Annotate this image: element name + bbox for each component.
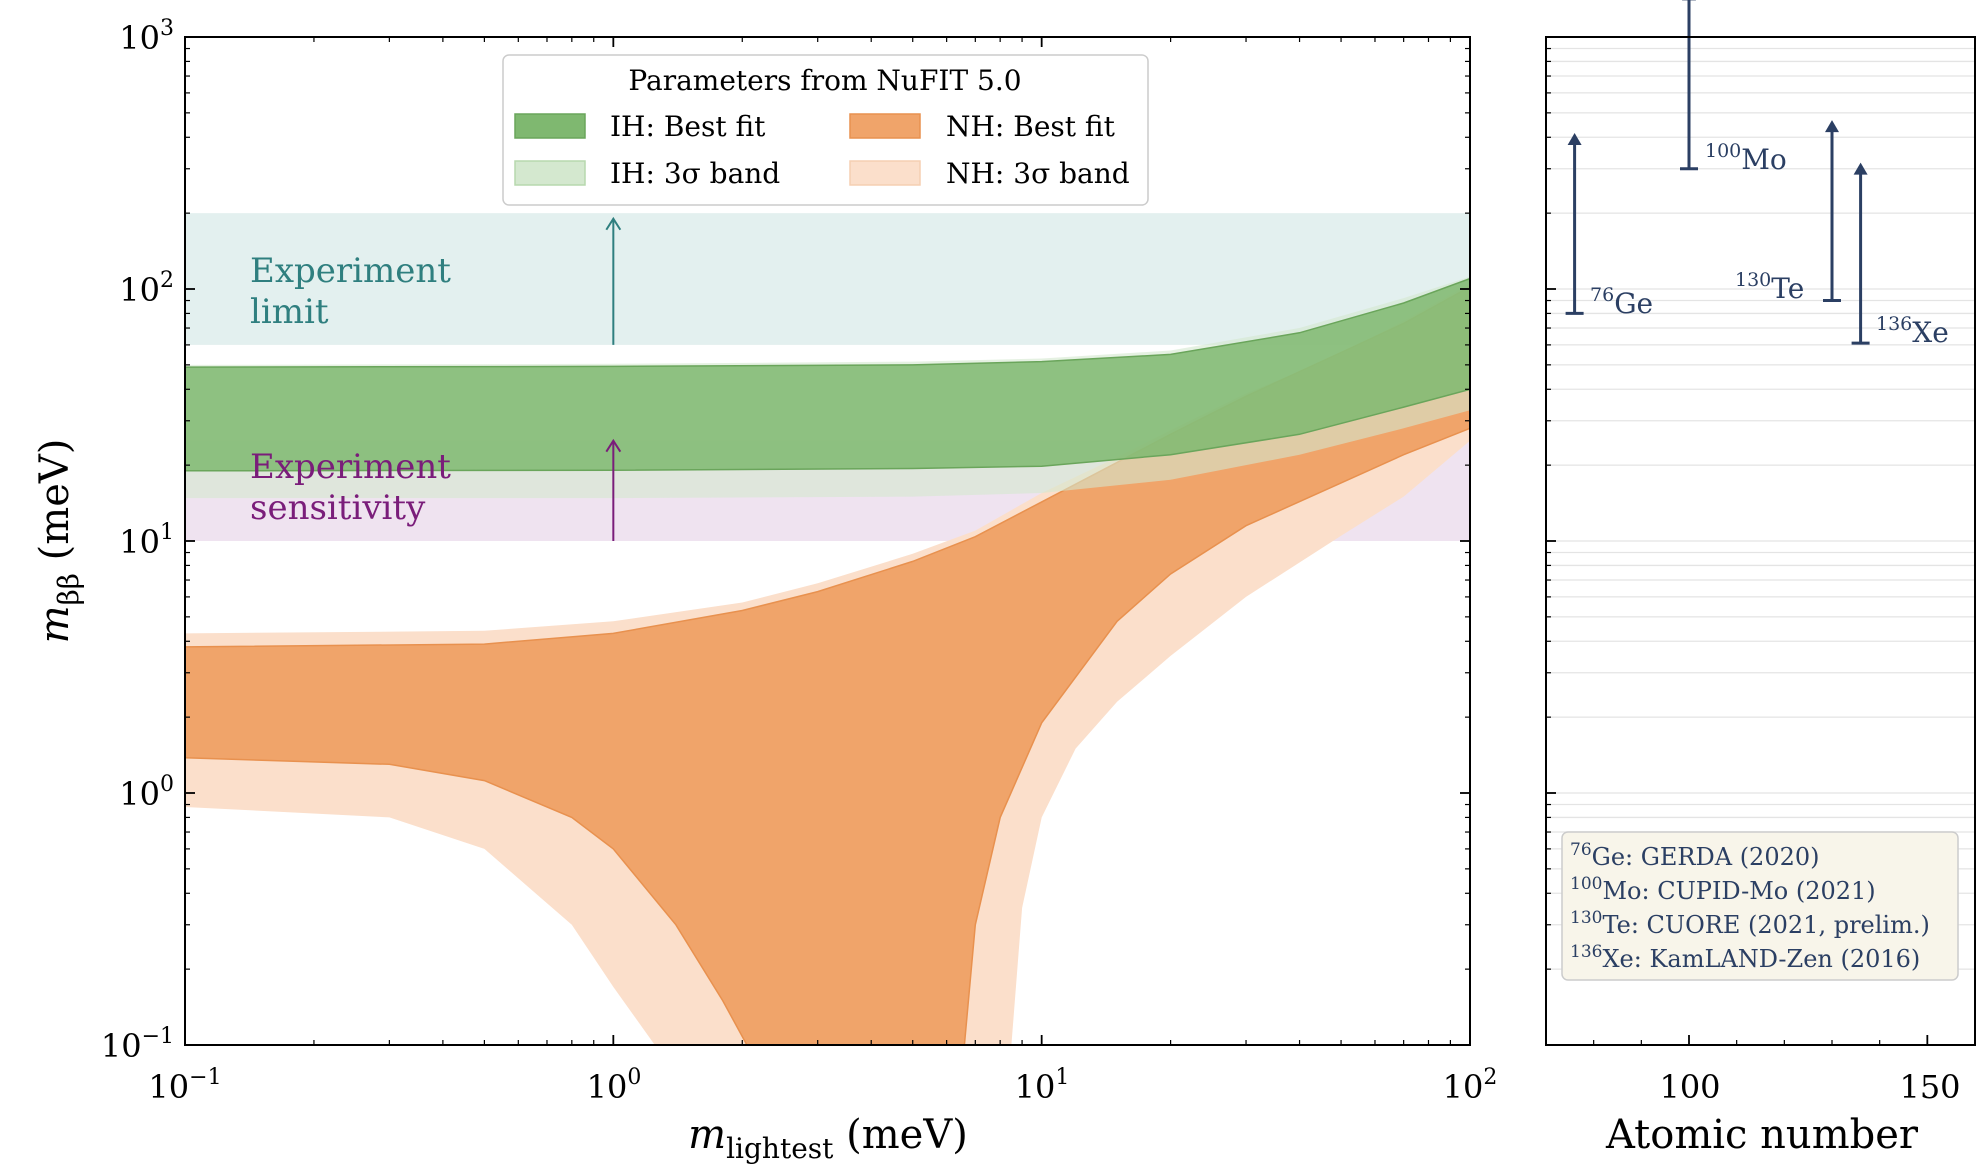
y-axis-title: mββ (meV) <box>32 439 85 644</box>
experiment-limit-arrowhead <box>605 216 622 231</box>
y-tick-label: 103 <box>119 16 174 57</box>
legend-swatch-nh-best <box>849 113 921 139</box>
isotope-label-ge: 76Ge <box>1590 284 1653 320</box>
isotope-limit-arrowhead <box>1853 162 1868 175</box>
experiment-limit-label-line2: limit <box>250 292 329 332</box>
legend-label-ih-best: IH: Best fit <box>610 110 766 143</box>
y-tick-label: 10−1 <box>101 1024 174 1065</box>
ih-best-fit-area <box>185 277 1470 472</box>
x-tick-label: 100 <box>587 1065 642 1106</box>
isotope-limit-arrowhead <box>1825 120 1839 133</box>
x-tick-label-right: 150 <box>1899 1068 1960 1106</box>
experiment-limit-band <box>185 213 1470 345</box>
x-axis-title-right: Atomic number <box>1605 1112 1919 1158</box>
legend-swatch-nh-band <box>849 160 921 186</box>
experiment-sensitivity-label-line1: Experiment <box>250 447 451 487</box>
left-panel: Experiment limit Experiment sensitivity … <box>32 16 1497 1165</box>
legend-title: Parameters from NuFIT 5.0 <box>628 64 1021 97</box>
experiment-limit-label-line1: Experiment <box>250 251 451 291</box>
experiments-legend-frame <box>1561 831 1959 981</box>
legend-entry-ge: 76Ge: GERDA (2020) <box>1570 840 1820 871</box>
legend-entry-te: 130Te: CUORE (2021, prelim.) <box>1570 908 1930 939</box>
legend-swatch-ih-band <box>514 160 586 186</box>
legend-label-ih-band: IH: 3σ band <box>610 157 780 190</box>
y-tick-label: 101 <box>119 520 174 561</box>
x-axis-title: mlightest (meV) <box>688 1112 968 1165</box>
x-tick-label-right: 100 <box>1659 1068 1720 1106</box>
isotope-label-xe: 136Xe <box>1876 313 1949 349</box>
x-tick-label: 102 <box>1443 1065 1498 1106</box>
legend-entry-mo: 100Mo: CUPID-Mo (2021) <box>1570 874 1876 905</box>
right-ticks <box>1546 36 1976 1046</box>
experiments-legend: 76Ge: GERDA (2020) 100Mo: CUPID-Mo (2021… <box>1561 831 1959 981</box>
y-tick-label: 100 <box>119 772 174 813</box>
y-tick-label: 102 <box>119 268 174 309</box>
isotope-limit-arrowhead <box>1567 132 1582 145</box>
right-panel: 100 150 Atomic number 76Ge 100Mo 130Te 1… <box>1545 0 1976 1158</box>
experiment-sensitivity-label-line2: sensitivity <box>250 488 426 528</box>
x-tick-label: 101 <box>1015 1065 1070 1106</box>
legend: Parameters from NuFIT 5.0 IH: Best fit N… <box>502 54 1149 206</box>
left-ticks <box>184 36 1471 1046</box>
experiment-sensitivity-arrowhead <box>605 438 622 453</box>
legend-swatch-ih-best <box>514 113 586 139</box>
legend-frame <box>502 54 1149 206</box>
isotope-label-mo: 100Mo <box>1705 140 1787 176</box>
x-tick-label: 10−1 <box>148 1065 221 1106</box>
legend-label-nh-best: NH: Best fit <box>946 110 1116 143</box>
legend-label-nh-band: NH: 3σ band <box>946 157 1130 190</box>
isotope-limit-arrows <box>1565 0 1870 345</box>
legend-entry-xe: 136Xe: KamLAND-Zen (2016) <box>1570 942 1920 973</box>
isotope-label-te: 130Te <box>1735 269 1804 305</box>
